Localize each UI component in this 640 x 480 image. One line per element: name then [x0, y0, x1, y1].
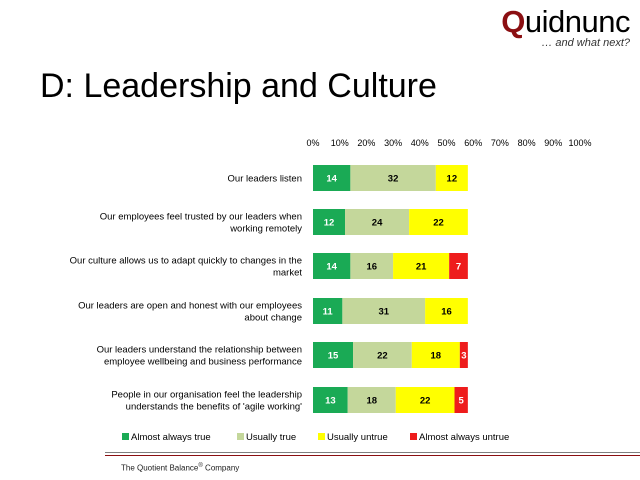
- logo-rest: uidnunc: [524, 4, 631, 39]
- data-label: 31: [378, 307, 389, 318]
- bar-segment: [411, 342, 460, 368]
- bar-segment: [345, 209, 410, 235]
- footer-line-red: [105, 455, 640, 456]
- data-label: 14: [326, 174, 337, 185]
- legend-swatch: [410, 433, 417, 440]
- data-label: 13: [325, 396, 336, 407]
- footer-suffix: Company: [202, 463, 240, 473]
- bar-segment: [350, 253, 394, 279]
- category-label: Our employees feel trusted by our leader…: [100, 212, 302, 223]
- bar-segment: [313, 165, 351, 191]
- bar-segment: [313, 387, 348, 413]
- x-tick-label: 0%: [306, 138, 319, 148]
- footer-reg-mark: ®: [198, 463, 203, 469]
- data-label: 16: [441, 307, 452, 318]
- data-label: 14: [326, 262, 337, 273]
- data-label: 18: [431, 351, 442, 362]
- bar-segment: [313, 298, 343, 324]
- legend-label: Almost always true: [131, 432, 211, 443]
- legend-swatch: [122, 433, 129, 440]
- x-tick-label: 60%: [464, 138, 482, 148]
- bar-segment: [342, 298, 426, 324]
- data-label: 5: [459, 396, 465, 407]
- bar-segment: [313, 253, 351, 279]
- x-tick-label: 40%: [411, 138, 429, 148]
- category-label: Our culture allows us to adapt quickly t…: [70, 256, 302, 267]
- footer-divider: [105, 452, 640, 456]
- bar-segment: [425, 298, 468, 324]
- logo-wordmark: Quidnunc: [501, 6, 630, 38]
- legend-swatch: [237, 433, 244, 440]
- legend-label: Almost always untrue: [419, 432, 509, 443]
- data-label: 22: [420, 396, 431, 407]
- footer-line-gray: [105, 452, 640, 453]
- legend-swatch: [318, 433, 325, 440]
- category-label: Our leaders listen: [228, 174, 302, 185]
- footer-company: The Quotient Balance: [121, 463, 199, 473]
- bar-segment: [395, 387, 455, 413]
- x-tick-label: 90%: [544, 138, 562, 148]
- data-label: 15: [328, 351, 339, 362]
- data-label: 12: [324, 218, 335, 229]
- bar-segment: [409, 209, 468, 235]
- bar-segment: [435, 165, 468, 191]
- category-label: market: [273, 268, 302, 279]
- x-tick-label: 10%: [331, 138, 349, 148]
- footer-company-text: The Quotient Balance® Company: [121, 463, 239, 473]
- x-tick-label: 70%: [491, 138, 509, 148]
- data-label: 7: [456, 262, 461, 273]
- x-tick-label: 50%: [437, 138, 455, 148]
- bar-segment: [393, 253, 450, 279]
- slide-title: D: Leadership and Culture: [40, 67, 437, 105]
- legend-label: Usually untrue: [327, 432, 388, 443]
- data-label: 22: [433, 218, 444, 229]
- category-label: about change: [244, 313, 302, 324]
- x-tick-label: 30%: [384, 138, 402, 148]
- company-logo: Quidnunc … and what next?: [501, 6, 630, 50]
- data-label: 18: [366, 396, 377, 407]
- x-tick-label: 20%: [357, 138, 375, 148]
- x-tick-label: 100%: [568, 138, 591, 148]
- category-label: Our leaders understand the relationship …: [97, 345, 302, 356]
- data-label: 32: [388, 174, 399, 185]
- category-label: working remotely: [229, 224, 302, 235]
- data-label: 16: [366, 262, 377, 273]
- data-label: 11: [323, 307, 334, 318]
- data-label: 3: [461, 351, 466, 362]
- bar-segment: [350, 165, 436, 191]
- bar-segment: [353, 342, 412, 368]
- logo-tagline: … and what next?: [541, 37, 630, 49]
- stacked-bar-chart: 0% 10% 20% 30% 40% 50% 60% 70% 80% 90% 100% Our lea…: [70, 138, 592, 443]
- legend-label: Usually true: [246, 432, 296, 443]
- data-label: 24: [372, 218, 383, 229]
- x-tick-label: 80%: [518, 138, 536, 148]
- category-label: employee wellbeing and business performa…: [104, 357, 302, 368]
- bar-segment: [313, 209, 346, 235]
- category-label: Our leaders are open and honest with our…: [78, 301, 302, 312]
- bar-segment: [449, 253, 468, 279]
- bar-segment: [459, 342, 468, 368]
- bar-segment: [313, 342, 354, 368]
- logo-initial: Q: [501, 4, 525, 39]
- data-label: 12: [447, 174, 458, 185]
- bar-segment: [454, 387, 468, 413]
- category-label: People in our organisation feel the lead…: [111, 390, 302, 401]
- data-label: 21: [416, 262, 427, 273]
- category-label: understands the benefits of 'agile worki…: [126, 402, 303, 413]
- bar-segment: [347, 387, 396, 413]
- data-label: 22: [377, 351, 388, 362]
